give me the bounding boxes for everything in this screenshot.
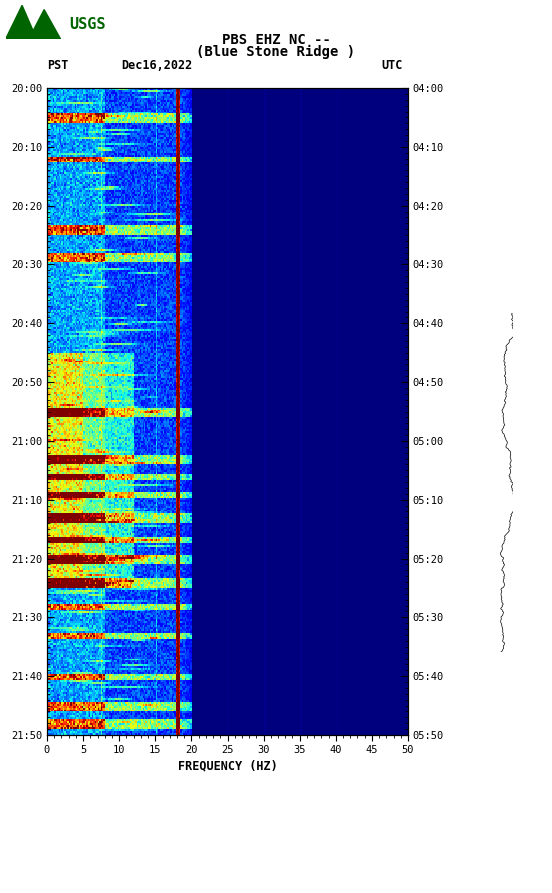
Text: PST: PST — [47, 59, 68, 71]
Text: PBS EHZ NC --: PBS EHZ NC -- — [221, 33, 331, 47]
X-axis label: FREQUENCY (HZ): FREQUENCY (HZ) — [178, 760, 277, 772]
Text: (Blue Stone Ridge ): (Blue Stone Ridge ) — [197, 45, 355, 59]
Text: UTC: UTC — [381, 59, 402, 71]
Text: USGS: USGS — [69, 17, 105, 31]
Polygon shape — [6, 5, 61, 39]
Text: Dec16,2022: Dec16,2022 — [121, 59, 193, 71]
